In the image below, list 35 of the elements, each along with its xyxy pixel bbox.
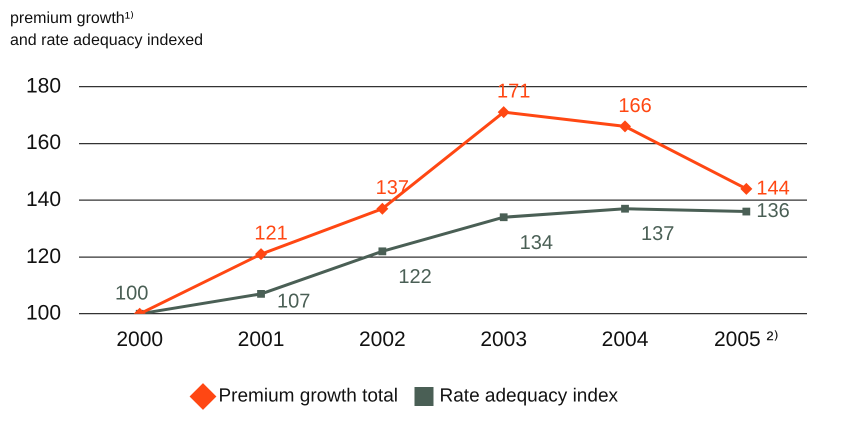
x-tick-label: 2003 <box>480 328 528 352</box>
data-label: 171 <box>496 80 530 103</box>
data-label: 107 <box>277 290 310 312</box>
point <box>619 120 632 132</box>
data-label: 134 <box>520 232 554 254</box>
point <box>742 208 750 216</box>
data-label: 136 <box>756 200 790 222</box>
data-label: 122 <box>398 266 432 288</box>
point <box>621 204 629 213</box>
x-tick-label: 2001 <box>238 328 284 352</box>
point <box>255 248 268 260</box>
x-tick-label: 2005 ²⁾ <box>714 328 779 352</box>
point <box>500 213 508 222</box>
data-label: 137 <box>641 223 674 246</box>
x-tick-label: 2004 <box>602 328 649 352</box>
y-axis-title: premium growth¹⁾ and rate adequacy indexed <box>10 9 204 51</box>
y-tick-label: 180 <box>26 74 62 98</box>
x-tick-label: 2000 <box>116 328 164 352</box>
x-tick-label: 2002 <box>358 328 406 352</box>
y-tick-label: 160 <box>26 131 62 154</box>
y-tick-label: 100 <box>26 302 62 325</box>
y-tick-label: 120 <box>26 244 62 268</box>
point <box>740 182 752 195</box>
data-label: 121 <box>254 222 288 245</box>
data-label: 144 <box>756 177 790 200</box>
y-tick-label: 140 <box>26 188 62 211</box>
point <box>378 247 386 256</box>
legend-label: Premium growth total <box>218 386 398 407</box>
data-label: 100 <box>115 282 148 304</box>
data-label: 166 <box>618 94 652 117</box>
data-label: 137 <box>376 177 410 200</box>
point <box>376 202 388 215</box>
legend-label: Rate adequacy index <box>439 386 619 407</box>
point <box>257 290 265 298</box>
point <box>498 106 510 118</box>
